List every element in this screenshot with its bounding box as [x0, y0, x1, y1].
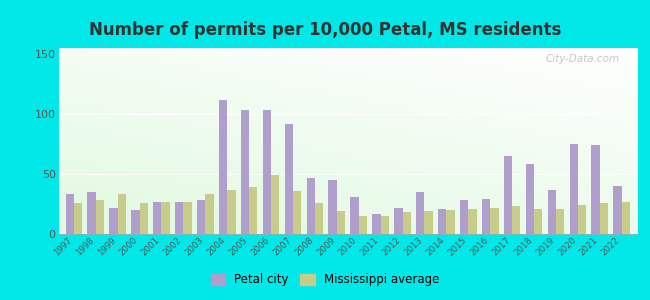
Bar: [359, 216, 367, 234]
Bar: [161, 202, 170, 234]
Bar: [468, 209, 476, 234]
Bar: [438, 209, 447, 234]
Bar: [175, 202, 183, 234]
Text: City-Data.com: City-Data.com: [545, 54, 619, 64]
Bar: [307, 178, 315, 234]
Bar: [66, 194, 74, 234]
Bar: [240, 110, 249, 234]
Bar: [227, 190, 235, 234]
Bar: [350, 197, 359, 234]
Bar: [109, 208, 118, 234]
Bar: [394, 208, 402, 234]
Bar: [153, 202, 161, 234]
Bar: [96, 200, 104, 234]
Bar: [600, 203, 608, 234]
Bar: [285, 124, 293, 234]
Bar: [315, 203, 323, 234]
Legend: Petal city, Mississippi average: Petal city, Mississippi average: [206, 269, 444, 291]
Bar: [263, 110, 271, 234]
Bar: [183, 202, 192, 234]
Bar: [74, 203, 82, 234]
Bar: [482, 199, 490, 234]
Bar: [118, 194, 126, 234]
Bar: [372, 214, 381, 234]
Bar: [328, 180, 337, 234]
Bar: [526, 164, 534, 234]
Bar: [87, 192, 96, 234]
Bar: [416, 192, 424, 234]
Bar: [592, 145, 600, 234]
Bar: [556, 209, 564, 234]
Bar: [547, 190, 556, 234]
Bar: [460, 200, 468, 234]
Bar: [447, 210, 455, 234]
Bar: [504, 156, 512, 234]
Bar: [621, 202, 630, 234]
Bar: [337, 211, 345, 234]
Bar: [131, 210, 140, 234]
Bar: [512, 206, 521, 234]
Bar: [490, 208, 499, 234]
Bar: [205, 194, 214, 234]
Bar: [614, 186, 621, 234]
Bar: [271, 175, 280, 234]
Bar: [578, 205, 586, 234]
Bar: [569, 144, 578, 234]
Text: Number of permits per 10,000 Petal, MS residents: Number of permits per 10,000 Petal, MS r…: [89, 21, 561, 39]
Bar: [534, 209, 542, 234]
Bar: [140, 203, 148, 234]
Bar: [424, 211, 433, 234]
Bar: [293, 191, 302, 234]
Bar: [402, 212, 411, 234]
Bar: [249, 187, 257, 234]
Bar: [219, 100, 227, 234]
Bar: [381, 216, 389, 234]
Bar: [197, 200, 205, 234]
